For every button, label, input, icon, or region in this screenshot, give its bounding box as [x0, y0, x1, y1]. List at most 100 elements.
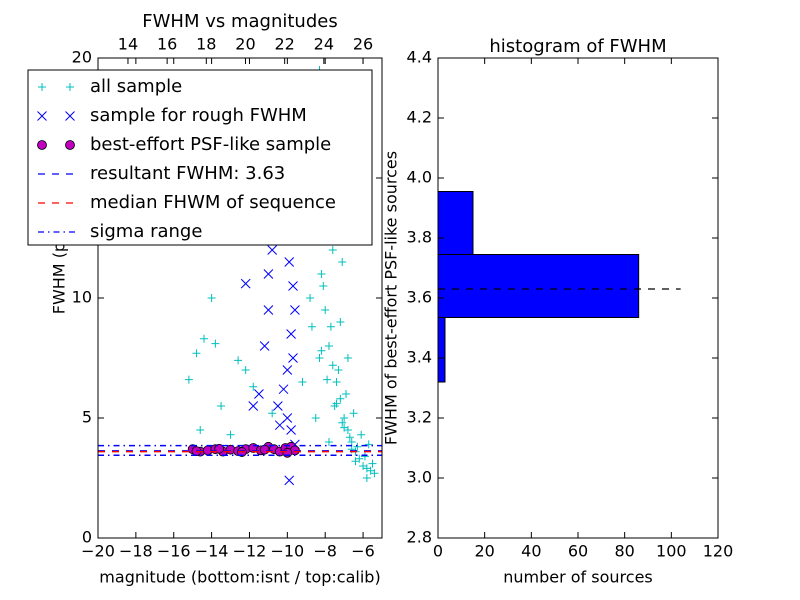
legend-label: sigma range [90, 221, 202, 242]
chart-title: FWHM vs magnitudes [142, 11, 337, 32]
point [249, 382, 258, 391]
point [342, 390, 351, 398]
point [317, 270, 326, 278]
point [278, 384, 289, 395]
y-tick-label: 3.0 [407, 468, 432, 487]
x2-tick-label: 22 [274, 35, 294, 54]
y-tick-label: 3.6 [407, 288, 432, 307]
point [319, 282, 328, 290]
x-tick-label: −10 [270, 542, 304, 561]
bar [437, 317, 446, 383]
point [357, 430, 366, 439]
point [273, 401, 283, 411]
point [306, 294, 315, 302]
point [343, 354, 352, 362]
y-tick-label: 20 [72, 48, 92, 67]
point [290, 305, 300, 315]
point [315, 354, 324, 362]
legend-label: resultant FWHM: 3.63 [90, 163, 285, 184]
point [323, 375, 332, 384]
bar [437, 191, 474, 255]
legend: all sample sample for rough FWHM best-effo… [27, 69, 373, 246]
point [326, 322, 335, 331]
x2-tick-label: 20 [235, 35, 255, 54]
point [311, 414, 320, 422]
point [336, 318, 345, 326]
point [211, 339, 220, 348]
point [368, 459, 377, 468]
point [336, 394, 345, 403]
x-tick-label: −14 [195, 542, 229, 561]
x-axis-label: magnitude (bottom:isnt / top:calib) [99, 568, 380, 587]
point [248, 401, 259, 411]
point [263, 305, 274, 315]
x-tick-label: −8 [313, 542, 337, 561]
y-tick-label: 4.0 [407, 168, 432, 187]
legend-marker [38, 83, 46, 91]
point [282, 365, 293, 375]
point [298, 378, 307, 386]
point [234, 356, 243, 365]
point [226, 430, 235, 439]
point [345, 433, 354, 442]
y-tick-label: 2.8 [407, 528, 432, 547]
point [184, 375, 193, 384]
x-tick-label: 20 [474, 542, 494, 561]
x-tick-label: 120 [703, 542, 734, 561]
point [196, 426, 205, 434]
chart-title: histogram of FWHM [489, 36, 666, 57]
x-tick-label: 0 [433, 542, 443, 561]
point [328, 361, 337, 370]
point [317, 346, 326, 355]
point [268, 409, 277, 418]
x-tick-label: 60 [568, 542, 588, 561]
point [192, 349, 201, 358]
point [324, 342, 333, 350]
point [288, 353, 298, 363]
legend-marker [37, 140, 47, 150]
point [364, 440, 373, 449]
x2-tick-label: 14 [118, 35, 138, 54]
y-tick-label: 10 [72, 288, 92, 307]
x2-tick-label: 18 [196, 35, 216, 54]
point [324, 438, 333, 446]
point [263, 269, 274, 279]
point [360, 452, 369, 461]
legend-label: all sample [90, 76, 182, 97]
point [274, 420, 285, 431]
x-tick-label: −20 [81, 542, 115, 561]
point [240, 278, 251, 289]
x-tick-label: 100 [656, 542, 687, 561]
point [207, 294, 216, 302]
point [340, 423, 349, 432]
point [284, 257, 295, 267]
x-tick-label: −16 [157, 542, 191, 561]
plot-area [437, 191, 640, 383]
point [241, 366, 250, 374]
legend-label: sample for rough FWHM [90, 105, 307, 126]
legend-marker [65, 111, 75, 121]
point [259, 444, 270, 455]
x-axis-label: number of sources [503, 568, 653, 587]
x-tick-label: −6 [351, 542, 375, 561]
legend-marker [65, 140, 75, 150]
x2-tick-label: 24 [314, 35, 334, 54]
point [286, 425, 296, 435]
y-tick-label: 3.2 [407, 408, 432, 427]
point [362, 474, 371, 482]
point [370, 469, 379, 478]
y-tick-label: 5 [82, 408, 92, 427]
point [200, 334, 209, 343]
x-tick-label: −18 [119, 542, 153, 561]
point [328, 246, 337, 254]
point [349, 409, 358, 418]
point [353, 442, 362, 451]
x-tick-label: −12 [233, 542, 267, 561]
y-axis-label: FWHM of best-effort PSF-like sources [382, 151, 401, 445]
y-tick-label: 3.8 [407, 228, 432, 247]
legend-label: median FHWM of sequence [90, 192, 336, 213]
bar [437, 254, 640, 318]
point [259, 341, 270, 351]
point [267, 245, 278, 255]
